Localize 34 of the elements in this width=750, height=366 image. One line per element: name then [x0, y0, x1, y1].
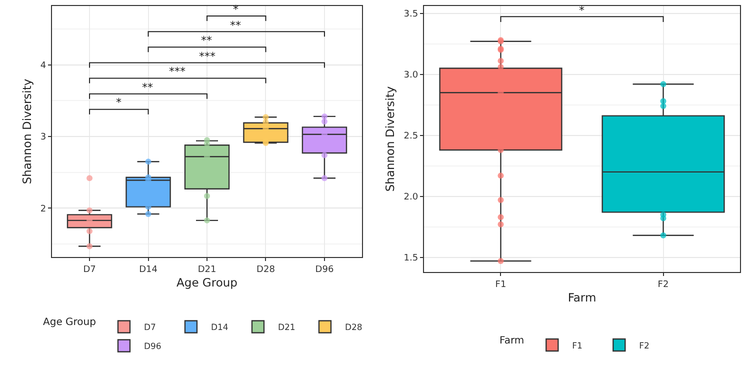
legend-label: D28 — [344, 323, 362, 334]
annotation: ** — [230, 19, 242, 32]
annotation: * — [579, 4, 585, 17]
y-axis-title: Shannon Diversity — [20, 78, 34, 184]
legend-label: F1 — [572, 341, 582, 352]
x-axis-title: Age Group — [176, 275, 238, 290]
annotation: *** — [169, 65, 186, 78]
y-tick-label: 2.5 — [404, 131, 418, 142]
annotation: ** — [142, 81, 154, 94]
legend-title: Age Group — [43, 317, 96, 328]
annotation: * — [116, 96, 122, 109]
annotation: ** — [201, 34, 212, 47]
x-tick-label: D14 — [139, 264, 158, 275]
x-tick-label: D28 — [256, 264, 276, 275]
legend-label: F2 — [639, 341, 650, 352]
annotation: * — [233, 3, 239, 16]
y-tick-label: 2 — [40, 204, 46, 214]
y-tick-label: 4 — [40, 60, 46, 71]
y-tick-label: 2.0 — [404, 192, 418, 202]
x-tick-label: D96 — [315, 264, 334, 275]
legend-label: D7 — [144, 323, 156, 334]
y-tick-label: 1.5 — [404, 254, 418, 264]
x-tick-label: D7 — [83, 264, 96, 275]
legend-label: D14 — [210, 323, 228, 334]
y-tick-label: 3.0 — [404, 70, 418, 80]
y-tick-label: 3 — [40, 132, 46, 143]
annotation: *** — [199, 50, 216, 63]
legend-label: D21 — [278, 323, 296, 334]
x-tick-label: D21 — [198, 264, 216, 275]
legend-label: D96 — [144, 342, 162, 352]
legend-title: Farm — [500, 336, 524, 347]
y-tick-label: 3.5 — [404, 9, 418, 20]
x-axis-title: Farm — [568, 290, 596, 304]
y-axis-title: Shannon Diversity — [383, 86, 398, 192]
